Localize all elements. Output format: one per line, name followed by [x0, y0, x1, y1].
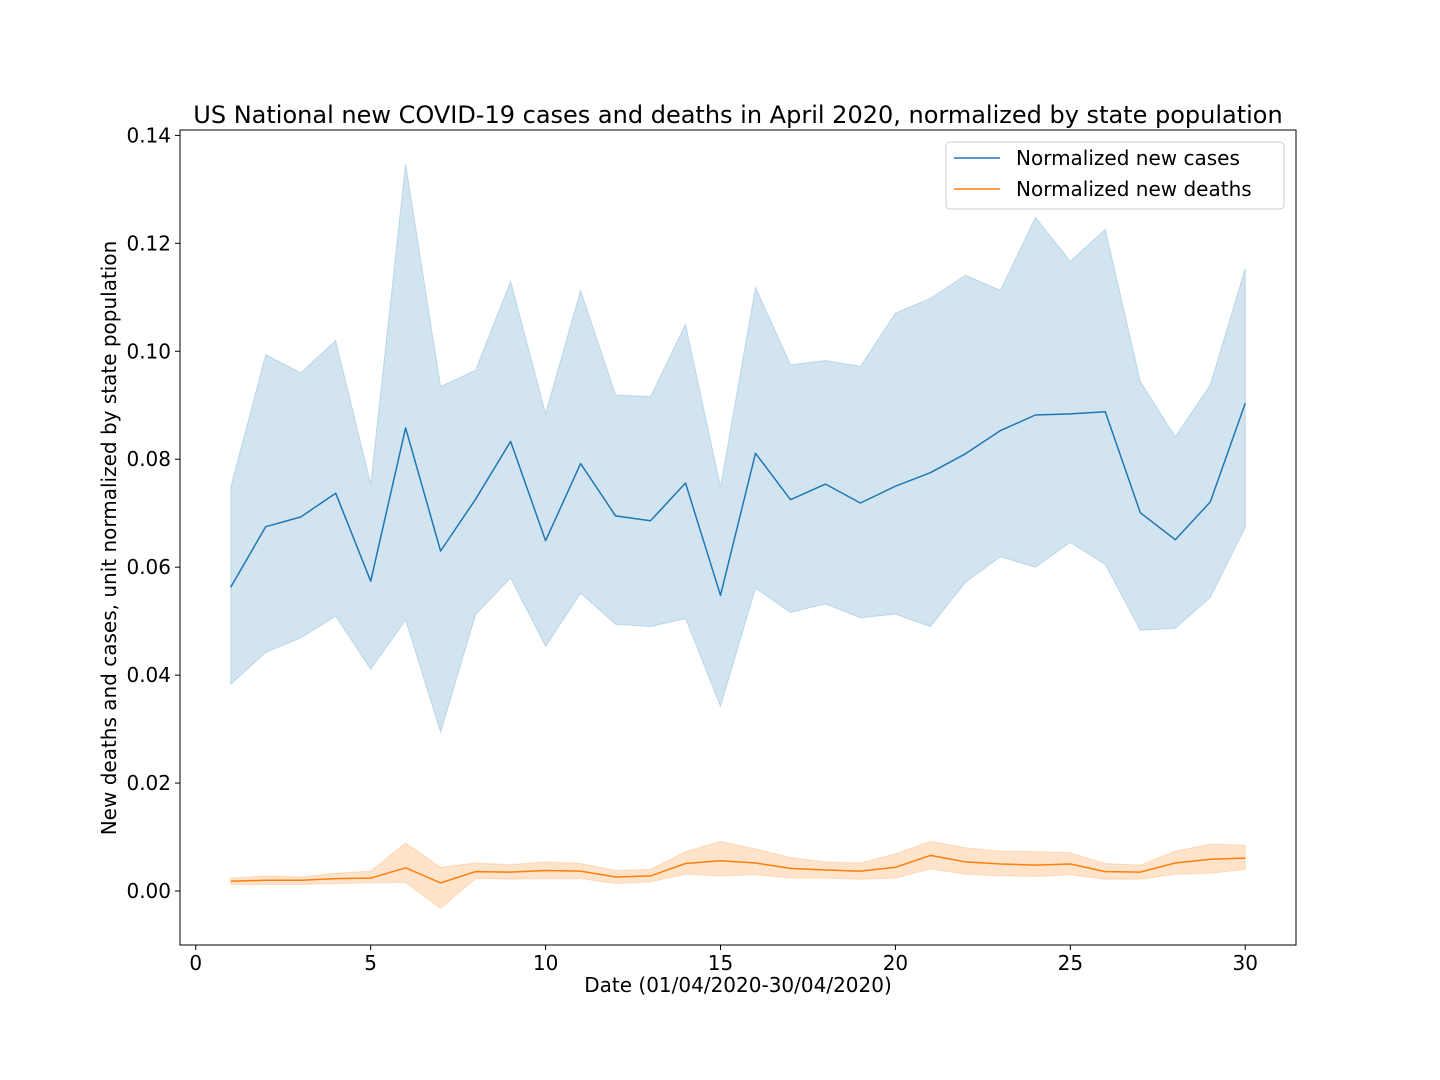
x-axis-label: Date (01/04/2020-30/04/2020): [584, 973, 892, 997]
series-line-cases: [230, 402, 1247, 597]
y-tick-label: 0.14: [126, 123, 171, 147]
confidence-bands: [230, 163, 1246, 909]
x-tick-label: 0: [189, 951, 202, 975]
legend-box: [945, 141, 1285, 210]
y-tick-label: 0.10: [126, 339, 171, 363]
confidence-band-deaths: [230, 840, 1246, 909]
legend-label-deaths: Normalized new deaths: [1016, 177, 1252, 201]
y-tick-label: 0.04: [126, 663, 171, 687]
x-axis-ticks: 0 5 10 15 20 25 30: [189, 945, 1258, 975]
y-tick-label: 0.02: [126, 771, 171, 795]
x-tick-label: 30: [1233, 951, 1258, 975]
plot-frame: [179, 129, 1297, 946]
legend: Normalized new cases Normalized new deat…: [945, 141, 1285, 210]
series-line-deaths: [230, 854, 1246, 884]
series-lines: [230, 402, 1247, 884]
x-tick-label: 20: [883, 951, 908, 975]
x-tick-label: 5: [364, 951, 377, 975]
chart-title: US National new COVID-19 cases and death…: [193, 101, 1282, 129]
y-tick-label: 0.12: [126, 231, 171, 255]
y-axis-label: New deaths and cases, unit normalized by…: [97, 241, 121, 836]
y-tick-label: 0.00: [126, 879, 171, 903]
x-tick-label: 15: [708, 951, 733, 975]
x-tick-label: 25: [1058, 951, 1083, 975]
y-axis-ticks: 0.00 0.02 0.04 0.06 0.08 0.10 0.12 0.14: [126, 123, 180, 903]
legend-label-cases: Normalized new cases: [1016, 146, 1240, 170]
x-tick-label: 10: [533, 951, 558, 975]
confidence-band-cases: [230, 163, 1246, 735]
y-tick-label: 0.08: [126, 447, 171, 471]
y-tick-label: 0.06: [126, 555, 171, 579]
